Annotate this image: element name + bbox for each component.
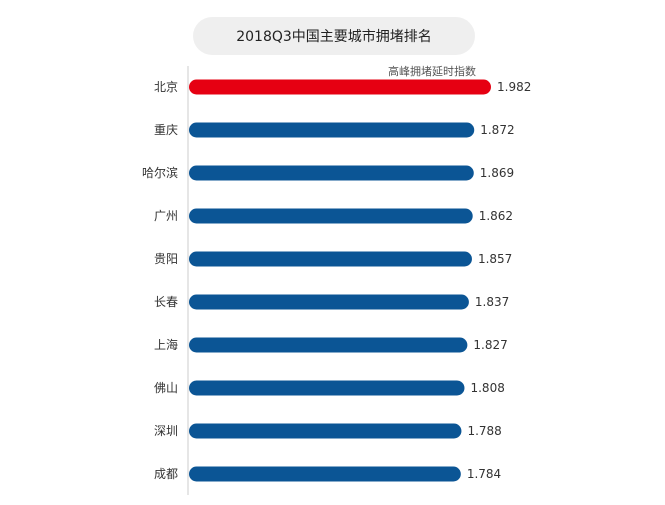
category-label: 哈尔滨 [142, 165, 178, 180]
value-label: 1.872 [480, 123, 514, 137]
category-label: 广州 [154, 209, 178, 223]
bar [189, 251, 472, 267]
bar [189, 165, 474, 181]
bars-group: 北京 1.982 重庆 1.872 哈尔滨 1.869 广州 1.862 贵阳 1.857 长春 1.… [142, 79, 531, 482]
bar [189, 122, 475, 138]
bar [189, 423, 462, 439]
category-label: 深圳 [154, 424, 178, 438]
chart-title: 2018Q3中国主要城市拥堵排名 [193, 17, 475, 55]
legend-label: 高峰拥堵延时指数 [388, 64, 476, 78]
category-label: 成都 [154, 467, 178, 481]
value-label: 1.869 [480, 166, 514, 180]
category-label: 佛山 [154, 381, 178, 395]
bar [189, 337, 468, 353]
category-label: 贵阳 [154, 252, 178, 266]
value-label: 1.827 [473, 338, 507, 352]
category-label: 上海 [154, 337, 178, 352]
value-label: 1.862 [479, 209, 513, 223]
value-label: 1.982 [497, 80, 531, 94]
category-label: 北京 [154, 80, 178, 94]
category-label: 长春 [154, 295, 178, 309]
bar [189, 79, 491, 95]
value-label: 1.784 [467, 467, 501, 481]
category-label: 重庆 [154, 123, 178, 137]
bar [189, 466, 461, 482]
value-label: 1.857 [478, 252, 512, 266]
bar [189, 208, 473, 224]
bar [189, 380, 465, 396]
value-label: 1.788 [467, 424, 501, 438]
bar [189, 294, 469, 310]
value-label: 1.837 [475, 295, 509, 309]
value-label: 1.808 [470, 381, 504, 395]
